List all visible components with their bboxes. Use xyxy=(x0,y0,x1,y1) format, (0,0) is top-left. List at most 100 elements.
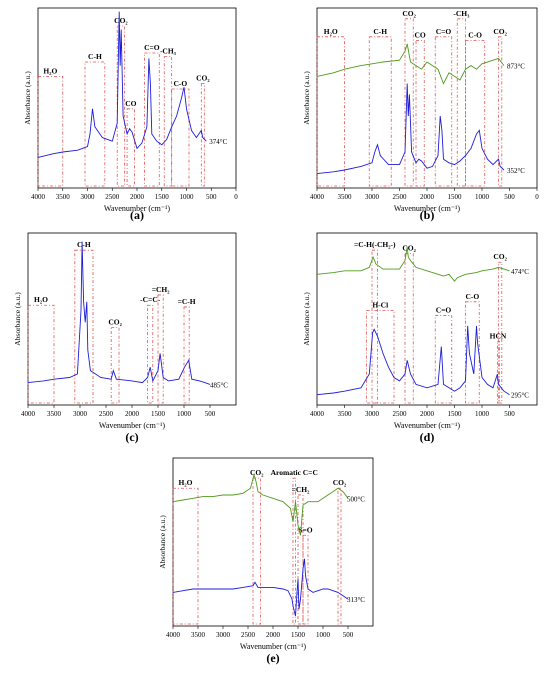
band-label: CO₂ xyxy=(402,9,416,18)
band-box xyxy=(371,249,378,404)
band-label: =C-H xyxy=(178,297,196,306)
x-tick-label: 3500 xyxy=(47,410,62,418)
band-label: CO₂ xyxy=(333,478,347,487)
band-label: =C-H(-CH₂-) xyxy=(354,240,396,249)
band-label: H-Cl xyxy=(372,300,388,309)
plot-frame xyxy=(37,7,237,189)
y-axis-label: Absorbance (a.u.) xyxy=(302,71,311,125)
x-tick-label: 0 xyxy=(234,193,238,201)
x-tick-label: 2500 xyxy=(393,410,408,418)
x-tick-label: 3500 xyxy=(338,410,353,418)
x-tick-label: 500 xyxy=(343,631,354,639)
series-label: 873°C xyxy=(507,63,525,71)
panel-label: (d) xyxy=(420,430,435,444)
band-box xyxy=(157,294,164,404)
band-label: S=O xyxy=(298,525,312,534)
band-label: C=O xyxy=(436,27,452,36)
x-tick-label: 1500 xyxy=(155,193,170,201)
y-axis-label: Absorbance (a.u.) xyxy=(302,292,311,346)
band-box xyxy=(434,315,453,404)
band-label: C-O xyxy=(173,79,187,88)
series-line xyxy=(37,11,207,158)
x-tick-label: 1500 xyxy=(448,193,463,201)
x-tick-label: 3000 xyxy=(73,410,88,418)
x-tick-label: 2500 xyxy=(393,193,408,201)
band-label: =CH₂ xyxy=(152,285,171,294)
panel-b: 4000 3500 3000 2500 2000 1500 1000 500 0 Wavenumb… xyxy=(302,7,539,222)
band-box xyxy=(163,56,173,187)
x-tick-label: 2000 xyxy=(125,410,140,418)
panel-c: 4000 3500 3000 2500 2000 1500 1000 500 Wavenumbe… xyxy=(13,232,237,444)
x-tick-label: 1000 xyxy=(177,410,192,418)
x-tick-label: 2000 xyxy=(130,193,145,201)
x-axis-label: Wavenumber (cm⁻¹) xyxy=(240,642,307,651)
band-label: CO₂ xyxy=(493,27,507,36)
band-label: -C=C- xyxy=(140,295,161,304)
x-tick-label: 3000 xyxy=(216,631,231,639)
band-label: CO xyxy=(415,30,426,39)
x-tick-label: 2000 xyxy=(420,410,435,418)
band-box xyxy=(434,36,453,187)
y-axis-label: Absorbance (a.u.) xyxy=(23,71,32,125)
x-tick-label: 4000 xyxy=(310,193,325,201)
band-label: C-O xyxy=(468,30,482,39)
band-label: H₂O xyxy=(43,66,57,75)
plot-frame xyxy=(27,232,237,406)
band-label: C=O xyxy=(144,43,160,52)
band-box xyxy=(337,487,342,625)
band-box xyxy=(366,309,395,404)
band-label: CO₂ xyxy=(114,16,128,25)
band-label: CO₂ xyxy=(250,468,264,477)
band-box xyxy=(171,88,190,187)
x-tick-label: 500 xyxy=(504,193,515,201)
panel-d: 4000 3500 3000 2500 2000 1500 1000 500 Wavenumbe… xyxy=(302,232,538,444)
y-axis-label: Absorbance (a.u.) xyxy=(158,515,167,569)
y-axis-label: Absorbance (a.u.) xyxy=(13,292,22,346)
x-tick-label: 1000 xyxy=(316,631,331,639)
band-label: -CH₃ xyxy=(453,9,470,18)
band-box xyxy=(302,534,309,625)
x-axis-label: Wavenumber (cm⁻¹) xyxy=(99,421,166,430)
x-tick-label: 2500 xyxy=(241,631,256,639)
series-line xyxy=(316,325,510,396)
band-box xyxy=(465,40,486,187)
band-label: CO₂ xyxy=(196,74,210,83)
series-label: 474°C xyxy=(511,268,529,276)
band-box xyxy=(172,487,199,625)
x-tick-label: 4000 xyxy=(166,631,181,639)
band-box xyxy=(37,76,64,187)
x-tick-label: 1000 xyxy=(475,410,490,418)
x-axis-label: Wavenumber (cm⁻¹) xyxy=(394,204,461,213)
band-box xyxy=(415,40,425,187)
band-box xyxy=(200,83,205,187)
band-label: =CH₂ xyxy=(292,485,311,494)
band-label: HCN xyxy=(490,331,507,340)
panel-label: (e) xyxy=(266,651,279,665)
series-line xyxy=(316,43,505,85)
x-tick-label: 1500 xyxy=(291,631,306,639)
x-tick-label: 4000 xyxy=(31,193,46,201)
x-tick-label: 3000 xyxy=(81,193,96,201)
series-line xyxy=(172,473,349,536)
band-box xyxy=(498,261,503,404)
series-line xyxy=(172,558,349,617)
x-tick-label: 500 xyxy=(504,410,515,418)
x-tick-label: 1500 xyxy=(151,410,166,418)
band-box xyxy=(368,36,392,187)
band-box xyxy=(297,494,304,625)
x-tick-label: 2000 xyxy=(266,631,281,639)
band-label: C-O xyxy=(466,292,480,301)
band-box xyxy=(84,61,106,187)
band-label: H₂O xyxy=(324,27,338,36)
band-label: H₂O xyxy=(179,478,193,487)
series-label: 313°C xyxy=(347,596,365,604)
x-axis-label: Wavenumber (cm⁻¹) xyxy=(394,421,461,430)
x-axis-label: Wavenumber (cm⁻¹) xyxy=(104,204,171,213)
series-line xyxy=(27,241,211,385)
x-tick-label: 500 xyxy=(205,410,216,418)
band-box xyxy=(498,36,503,187)
x-tick-label: 3500 xyxy=(191,631,206,639)
x-tick-label: 1000 xyxy=(475,193,490,201)
band-label: CO₂ xyxy=(108,318,122,327)
band-label: CO₂ xyxy=(493,252,507,261)
